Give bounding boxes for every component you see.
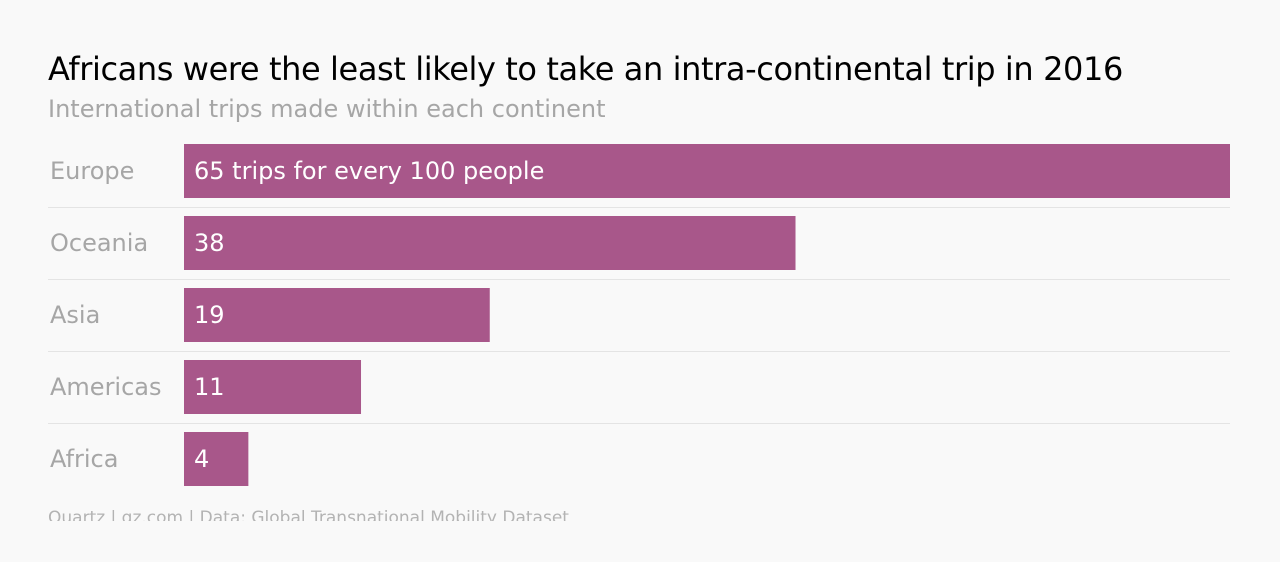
data-label-americas: 11 bbox=[194, 373, 225, 401]
data-label-africa: 4 bbox=[194, 445, 209, 473]
bar-africa bbox=[184, 432, 249, 486]
category-label-americas: Americas bbox=[50, 373, 162, 401]
bar-asia bbox=[184, 288, 490, 342]
data-label-oceania: 38 bbox=[194, 229, 225, 257]
source-footer: Quartz | qz.com | Data: Global Transnati… bbox=[48, 508, 569, 521]
chart-title: Africans were the least likely to take a… bbox=[48, 50, 1123, 88]
category-label-oceania: Oceania bbox=[50, 229, 148, 257]
category-label-asia: Asia bbox=[50, 301, 100, 329]
bar-americas bbox=[184, 360, 362, 414]
bar-europe bbox=[184, 144, 1230, 198]
data-label-europe: 65 trips for every 100 people bbox=[194, 157, 544, 185]
category-label-europe: Europe bbox=[50, 157, 134, 185]
bar-oceania bbox=[184, 216, 796, 270]
data-label-asia: 19 bbox=[194, 301, 225, 329]
category-label-africa: Africa bbox=[50, 445, 118, 473]
chart-subtitle: International trips made within each con… bbox=[48, 95, 606, 123]
